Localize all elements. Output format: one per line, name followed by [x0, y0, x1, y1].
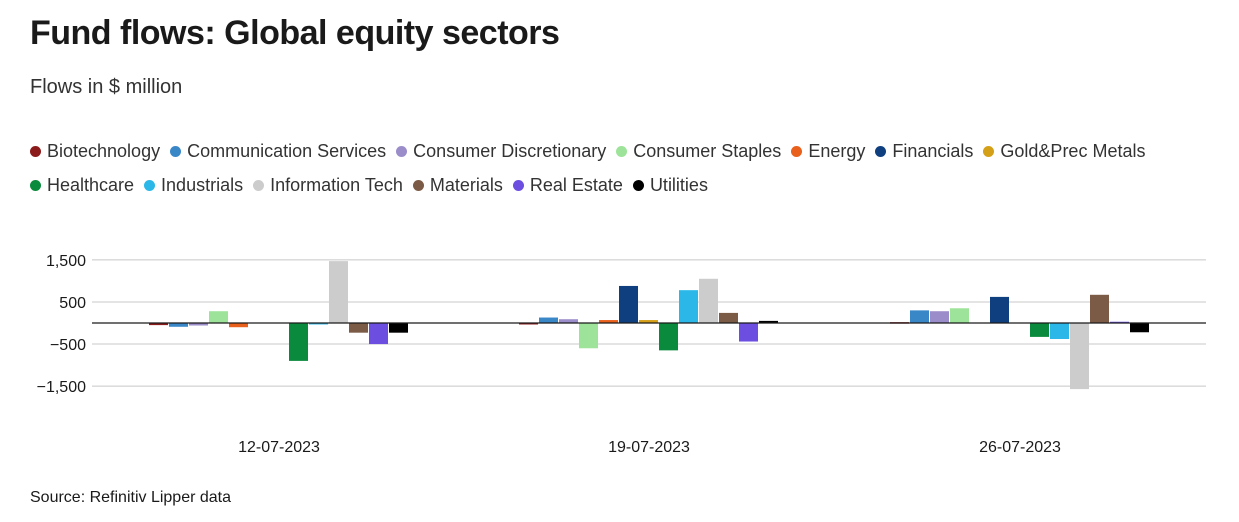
legend-item: Biotechnology [30, 141, 160, 162]
legend-item: Industrials [144, 175, 243, 196]
legend-label: Utilities [649, 174, 708, 195]
legend-row-2: Healthcare Industrials Information Tech Mat… [30, 168, 1220, 202]
legend-label: Biotechnology [47, 140, 161, 161]
bar [599, 320, 618, 323]
chart-title: Fund flows: Global equity sectors [30, 14, 560, 52]
legend-swatch [616, 145, 628, 157]
legend-swatch [791, 145, 803, 157]
bar [559, 319, 578, 323]
legend-item: Healthcare [30, 175, 134, 196]
bar [209, 311, 228, 323]
legend-label: Healthcare [47, 174, 135, 195]
bar [229, 323, 248, 328]
x-tick-label: 19-07-2023 [608, 439, 690, 456]
legend-label: Industrials [161, 174, 244, 195]
chart-subtitle: Flows in $ million [30, 76, 183, 98]
legend: Biotechnology Communication Services Consu… [30, 134, 1220, 202]
bar [579, 323, 598, 349]
legend-swatch [30, 179, 41, 191]
bar [930, 311, 949, 323]
bar [950, 308, 969, 323]
legend-swatch [412, 179, 424, 191]
legend-item: Consumer Discretionary [396, 141, 606, 162]
legend-item: Consumer Staples [616, 141, 781, 162]
legend-item: Materials [412, 174, 503, 196]
legend-item: Real Estate [512, 174, 623, 196]
bar [169, 323, 188, 327]
bar [990, 296, 1009, 323]
y-tick-label: 500 [59, 295, 86, 312]
legend-label: Communication Services [187, 140, 387, 161]
legend-swatch [30, 145, 41, 157]
legend-swatch [632, 179, 644, 191]
x-tick-label: 26-07-2023 [979, 439, 1061, 456]
legend-label: Real Estate [529, 174, 623, 195]
bar [659, 323, 678, 351]
legend-swatch [983, 145, 995, 157]
bar [1050, 323, 1069, 339]
y-tick-label: 1,500 [46, 253, 86, 270]
bar [389, 323, 408, 333]
legend-label: Gold&Prec Metals [1000, 140, 1146, 161]
bar [369, 323, 388, 345]
y-tick-label: −500 [50, 337, 86, 354]
bar [149, 323, 168, 326]
legend-label: Energy [808, 140, 866, 161]
bar [539, 317, 558, 323]
legend-label: Consumer Discretionary [413, 140, 607, 161]
bar [1070, 323, 1089, 390]
bar [289, 323, 308, 361]
bar [739, 323, 758, 342]
bar [309, 323, 328, 325]
legend-label: Information Tech [270, 174, 403, 195]
bar [329, 261, 348, 323]
bar [519, 323, 538, 325]
legend-swatch [396, 145, 408, 157]
source-note: Source: Refinitiv Lipper data [30, 489, 231, 506]
legend-label: Financials [892, 140, 974, 161]
bar [699, 278, 718, 323]
legend-item: Information Tech [253, 175, 403, 196]
bar [1130, 323, 1149, 333]
legend-item: Financials [875, 141, 973, 162]
legend-swatch [512, 179, 524, 191]
legend-swatch [144, 179, 156, 191]
bar [349, 323, 368, 333]
legend-row-1: Biotechnology Communication Services Consu… [30, 134, 1220, 168]
legend-item: Energy [791, 141, 865, 162]
bar [719, 312, 738, 323]
bar [759, 320, 778, 323]
legend-item: Gold&Prec Metals [983, 141, 1145, 162]
legend-item: Communication Services [170, 141, 386, 162]
legend-label: Consumer Staples [633, 140, 782, 161]
bar [189, 323, 208, 326]
legend-label: Materials [429, 174, 503, 195]
bar [619, 285, 638, 323]
x-tick-label: 12-07-2023 [238, 439, 320, 456]
y-tick-label: −1,500 [37, 379, 86, 396]
bar [1090, 294, 1109, 323]
bar [679, 290, 698, 323]
bar [639, 320, 658, 323]
bar [910, 310, 929, 323]
legend-swatch [875, 145, 887, 157]
legend-item: Utilities [632, 174, 708, 196]
bar [1030, 323, 1049, 337]
legend-swatch [253, 179, 265, 191]
legend-swatch [170, 145, 182, 157]
